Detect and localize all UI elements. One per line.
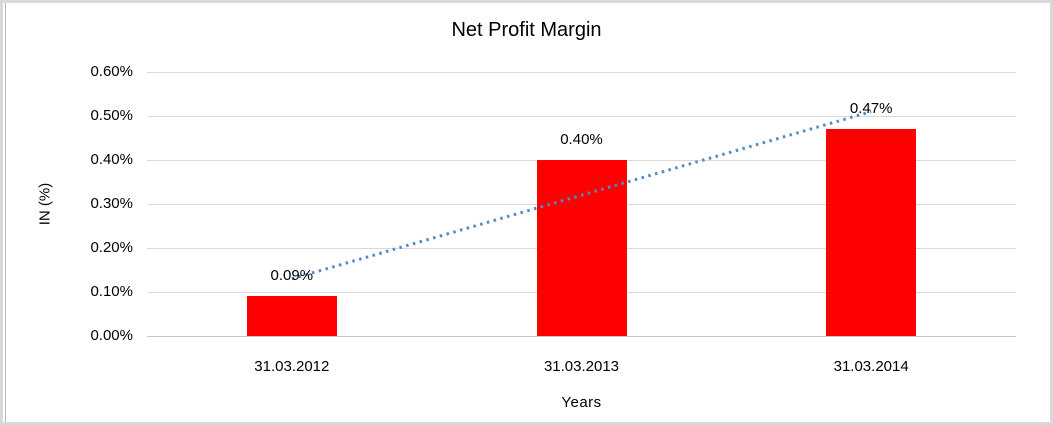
trendline <box>291 110 872 281</box>
gridline <box>147 71 1016 73</box>
y-axis-tick-label: 0.30% <box>90 195 133 212</box>
x-axis-line <box>147 335 1016 337</box>
bar <box>536 160 627 336</box>
y-axis-tick-label: 0.60% <box>90 63 133 80</box>
y-axis-tick-label: 0.40% <box>90 151 133 168</box>
bar <box>826 129 917 336</box>
plot-area: 0.09% 0.40% 0.47% <box>147 71 1016 337</box>
trendline-path <box>291 110 872 281</box>
y-axis-tick-label: 0.20% <box>90 239 133 256</box>
bar <box>246 296 337 336</box>
x-axis-tick-label: 31.03.2013 <box>543 358 620 375</box>
x-axis-tick-label: 31.03.2014 <box>833 358 909 375</box>
x-axis-title: Years <box>561 394 602 411</box>
bar-data-label: 0.47% <box>849 100 893 118</box>
x-axis-tick-label: 31.03.2012 <box>254 358 330 375</box>
bar-data-label: 0.40% <box>560 131 603 148</box>
bar-data-label: 0.09% <box>270 267 314 285</box>
gridline <box>147 115 1016 117</box>
y-axis-tick-label: 0.10% <box>90 283 133 300</box>
chart-title: Net Profit Margin <box>451 19 602 41</box>
y-axis-tick-label: 0.50% <box>90 107 133 124</box>
y-axis-tick-label: 0.00% <box>90 327 133 344</box>
frame-inner-line <box>5 3 6 422</box>
y-axis-title: IN (%) <box>36 182 54 226</box>
